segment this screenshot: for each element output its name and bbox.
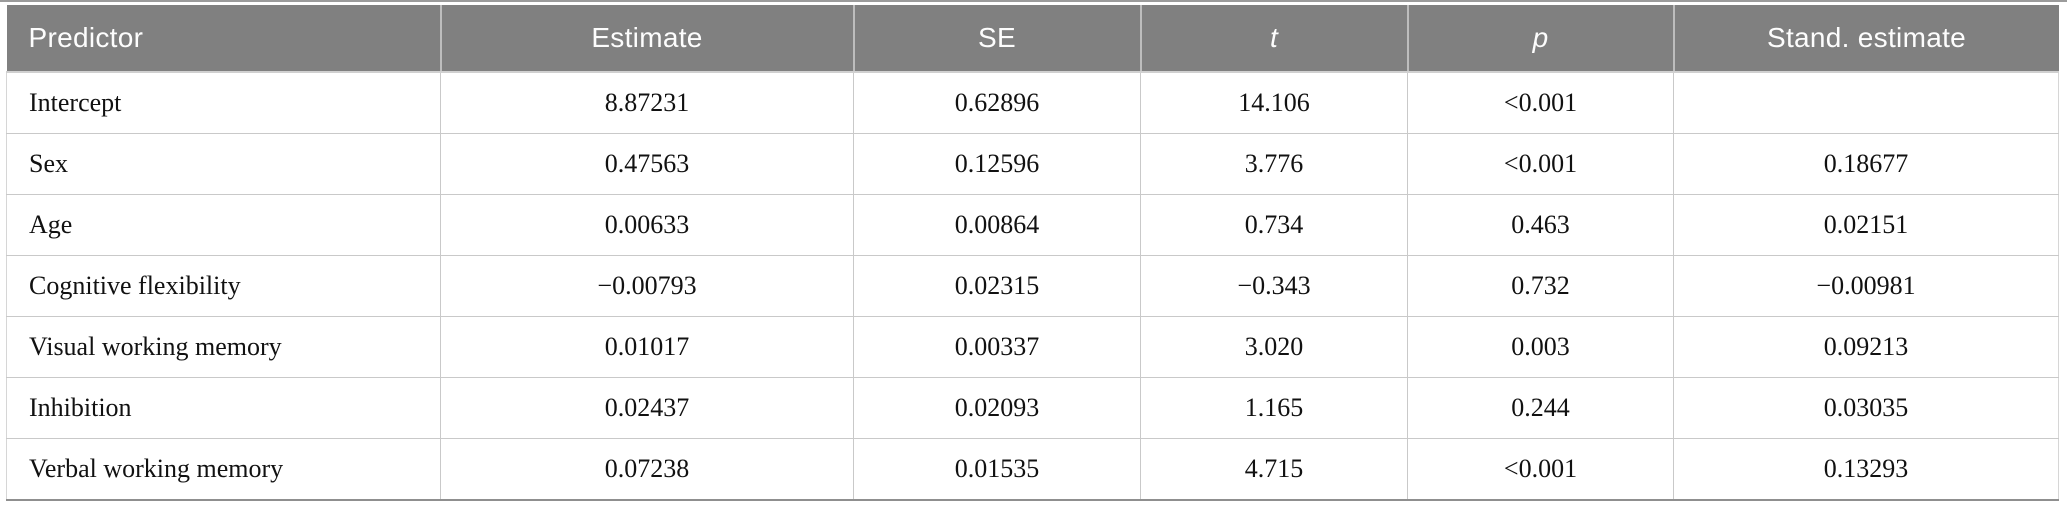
cell-predictor: Verbal working memory [6, 438, 441, 501]
table-row: Verbal working memory 0.07238 0.01535 4.… [6, 438, 2059, 501]
cell-stand-estimate: 0.18677 [1673, 133, 2059, 195]
cell-stand-estimate: 0.13293 [1673, 438, 2059, 501]
column-header-se: SE [853, 5, 1142, 73]
table-row: Intercept 8.87231 0.62896 14.106 <0.001 [6, 72, 2059, 134]
header-row: Predictor Estimate SE t p Stand. estimat… [6, 5, 2059, 73]
cell-t: 14.106 [1140, 72, 1408, 134]
cell-t: 1.165 [1140, 377, 1408, 439]
regression-table: Predictor Estimate SE t p Stand. estimat… [6, 5, 2059, 501]
cell-p: <0.001 [1407, 72, 1674, 134]
cell-se: 0.62896 [853, 72, 1141, 134]
column-header-t: t [1140, 5, 1409, 73]
cell-predictor: Intercept [6, 72, 441, 134]
table-row: Cognitive flexibility −0.00793 0.02315 −… [6, 255, 2059, 317]
cell-stand-estimate: 0.02151 [1673, 194, 2059, 256]
cell-stand-estimate: 0.09213 [1673, 316, 2059, 378]
cell-stand-estimate: 0.03035 [1673, 377, 2059, 439]
cell-estimate: 0.02437 [440, 377, 854, 439]
table-header: Predictor Estimate SE t p Stand. estimat… [6, 5, 2059, 73]
cell-p: 0.463 [1407, 194, 1674, 256]
cell-se: 0.00337 [853, 316, 1141, 378]
cell-predictor: Inhibition [6, 377, 441, 439]
table-row: Sex 0.47563 0.12596 3.776 <0.001 0.18677 [6, 133, 2059, 195]
cell-p: <0.001 [1407, 133, 1674, 195]
cell-predictor: Sex [6, 133, 441, 195]
cell-predictor: Visual working memory [6, 316, 441, 378]
cell-stand-estimate [1673, 72, 2059, 134]
table-row: Visual working memory 0.01017 0.00337 3.… [6, 316, 2059, 378]
cell-predictor: Cognitive flexibility [6, 255, 441, 317]
cell-t: 3.020 [1140, 316, 1408, 378]
cell-estimate: 0.47563 [440, 133, 854, 195]
cell-se: 0.00864 [853, 194, 1141, 256]
column-header-p: p [1407, 5, 1675, 73]
cell-t: 4.715 [1140, 438, 1408, 501]
column-header-estimate: Estimate [440, 5, 855, 73]
cell-estimate: 0.01017 [440, 316, 854, 378]
column-header-stand-estimate: Stand. estimate [1673, 5, 2059, 73]
cell-se: 0.02315 [853, 255, 1141, 317]
cell-estimate: 0.00633 [440, 194, 854, 256]
cell-stand-estimate: −0.00981 [1673, 255, 2059, 317]
cell-se: 0.01535 [853, 438, 1141, 501]
cell-t: 3.776 [1140, 133, 1408, 195]
cell-se: 0.02093 [853, 377, 1141, 439]
top-rule [0, 0, 2067, 2]
column-header-predictor: Predictor [6, 5, 442, 73]
cell-p: 0.003 [1407, 316, 1674, 378]
table-row: Inhibition 0.02437 0.02093 1.165 0.244 0… [6, 377, 2059, 439]
cell-p: <0.001 [1407, 438, 1674, 501]
table-body: Intercept 8.87231 0.62896 14.106 <0.001 … [6, 72, 2059, 501]
cell-t: 0.734 [1140, 194, 1408, 256]
cell-estimate: −0.00793 [440, 255, 854, 317]
table-row: Age 0.00633 0.00864 0.734 0.463 0.02151 [6, 194, 2059, 256]
cell-estimate: 0.07238 [440, 438, 854, 501]
cell-se: 0.12596 [853, 133, 1141, 195]
cell-estimate: 8.87231 [440, 72, 854, 134]
cell-p: 0.244 [1407, 377, 1674, 439]
cell-predictor: Age [6, 194, 441, 256]
cell-t: −0.343 [1140, 255, 1408, 317]
cell-p: 0.732 [1407, 255, 1674, 317]
